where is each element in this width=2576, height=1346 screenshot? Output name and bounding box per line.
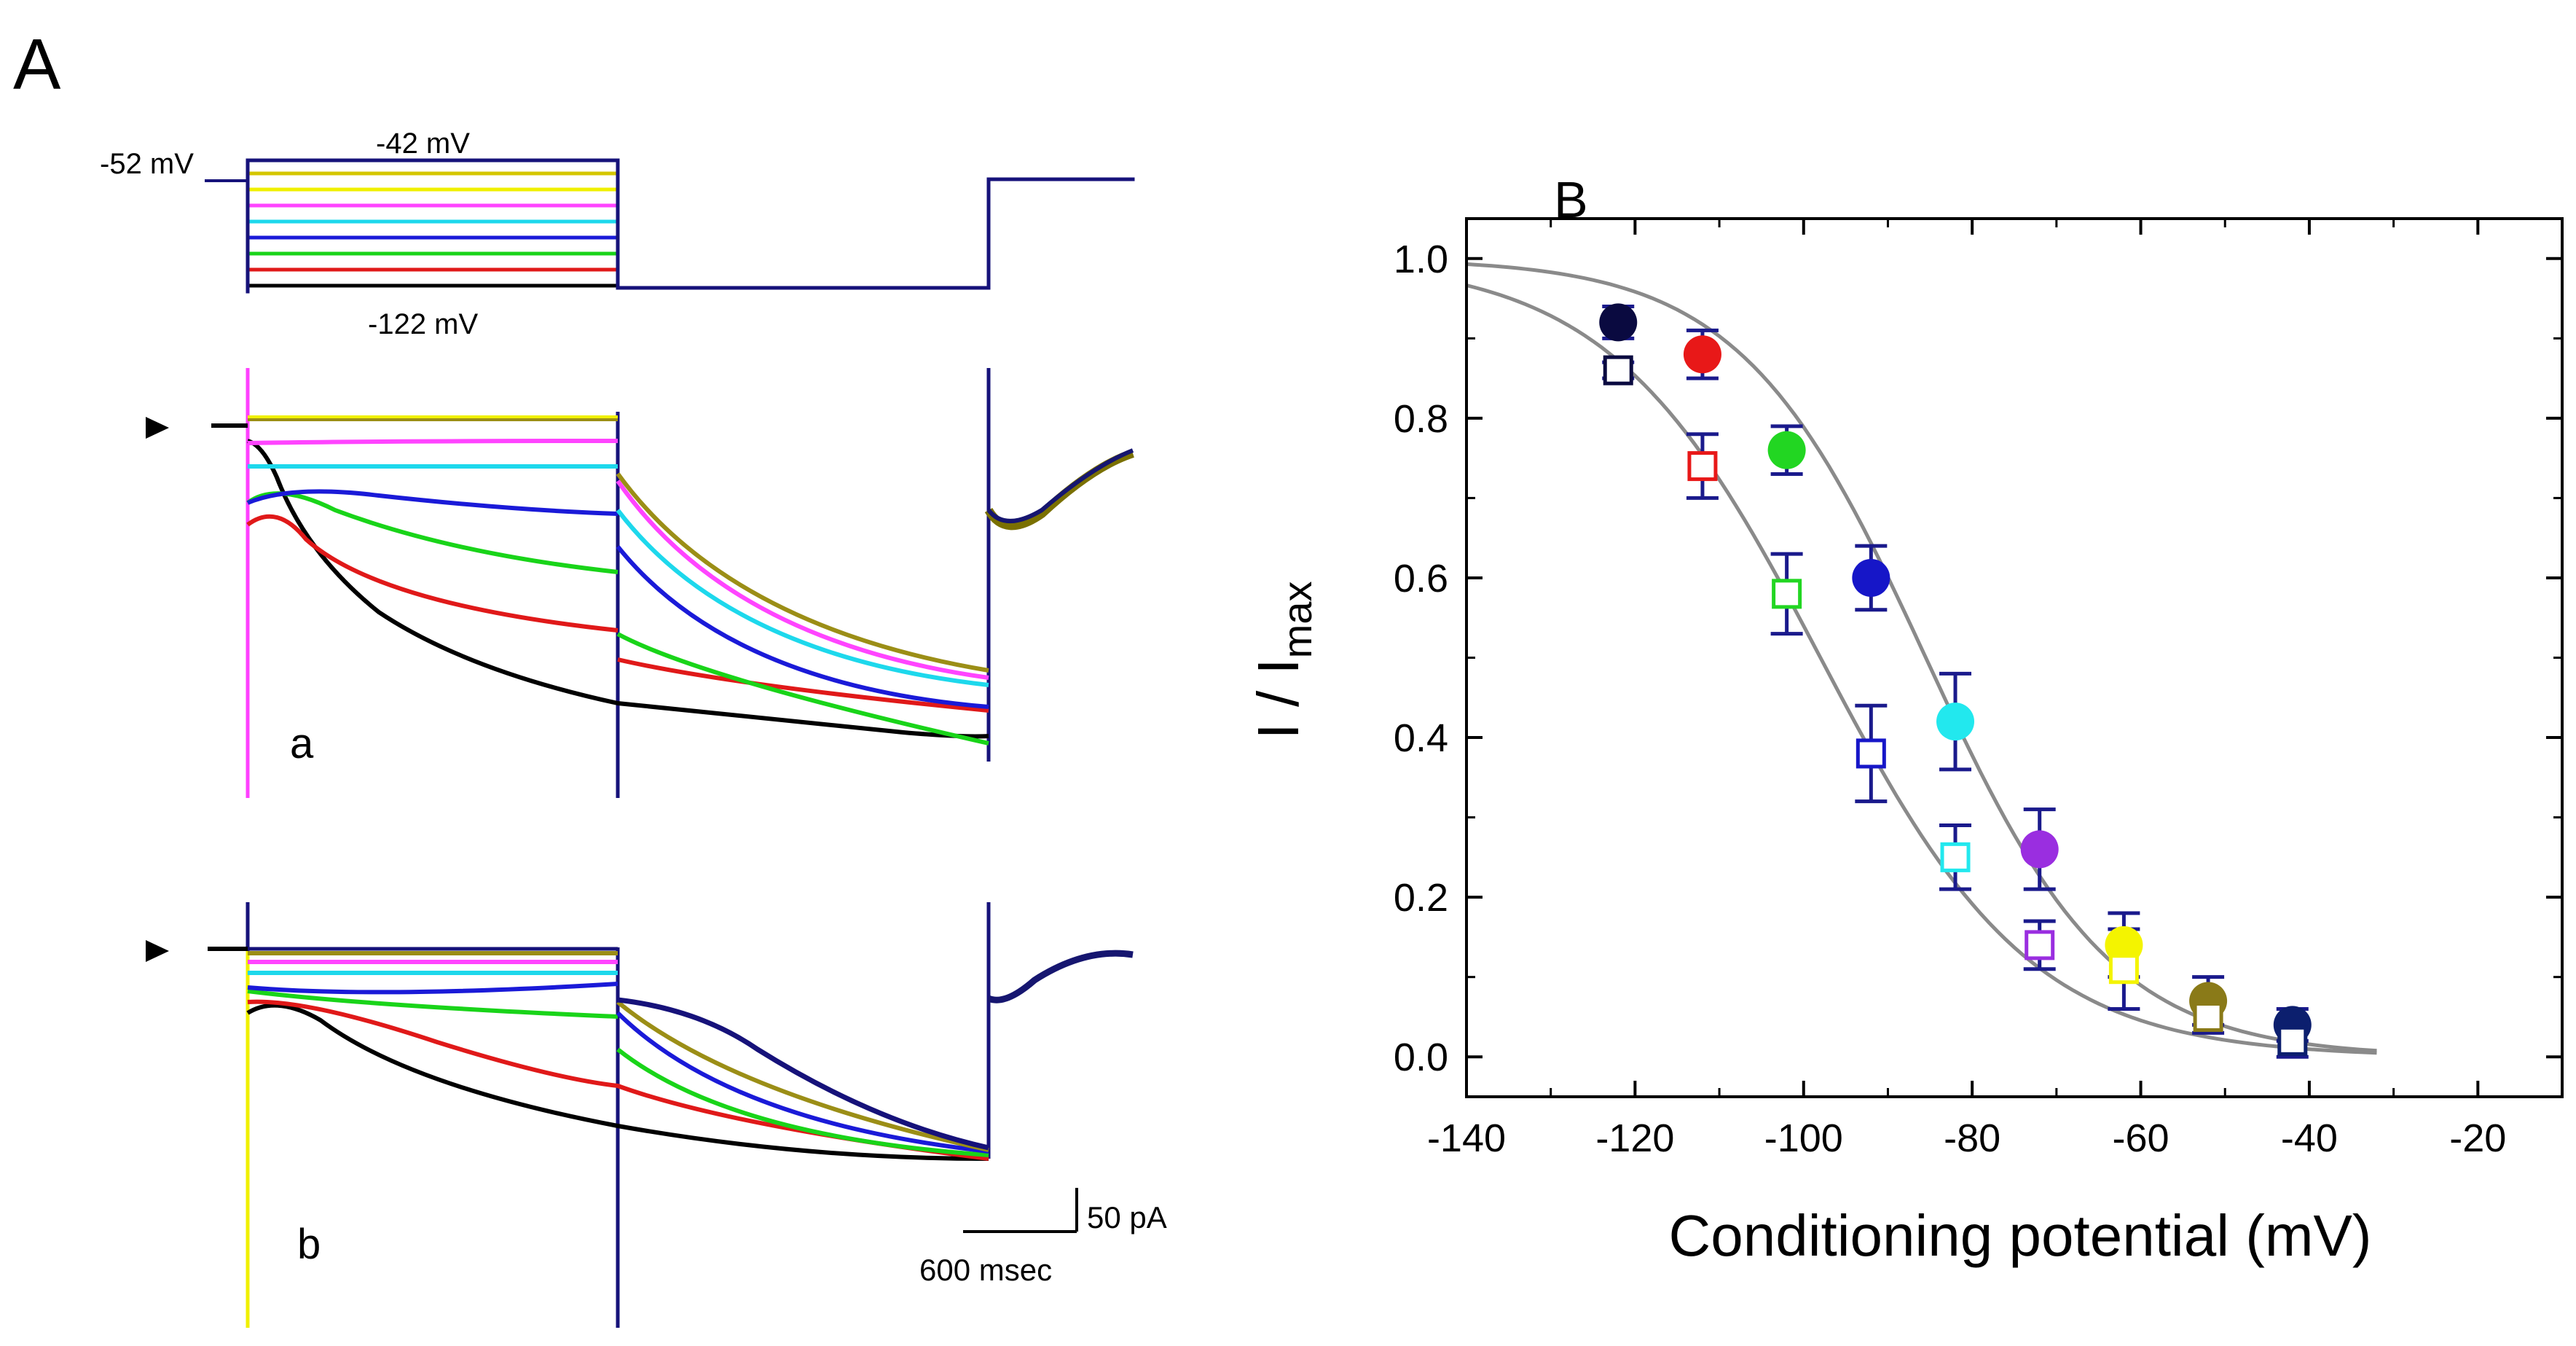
y-tick-label: 0.6 <box>1394 557 1448 600</box>
x-tick-label: -60 <box>2113 1116 2169 1160</box>
error-bars <box>1602 305 2309 1059</box>
point-treated <box>1940 842 1971 872</box>
y-tick-label: 0.4 <box>1394 716 1448 760</box>
point-treated <box>1687 451 1718 482</box>
point-control <box>2020 830 2059 869</box>
y-axis-title-main: I / I <box>1246 658 1311 739</box>
bottom-step-label: -122 mV <box>368 308 478 340</box>
point-treated <box>1603 355 1633 386</box>
scale-bar-current-label: 50 pA <box>1087 1200 1167 1235</box>
tail-current-b <box>987 950 1134 1003</box>
point-control <box>1936 703 1975 741</box>
y-tick-label: 0.8 <box>1394 397 1448 441</box>
y-axis-title: I / Imax <box>1246 582 1320 740</box>
x-tick-label: -20 <box>2449 1116 2506 1160</box>
fit-curve-treated <box>1466 283 2377 1055</box>
inactivation-chart: -140 -120 -100 -80 -60 -40 -20 0.0 0.2 0.4 0.6 0.8… <box>1394 217 2564 1160</box>
y-tick-label: 0.2 <box>1394 876 1448 920</box>
point-treated <box>2277 1025 2308 1056</box>
x-axis-title: Conditioning potential (mV) <box>1669 1203 2372 1268</box>
fit-curve-control <box>1466 262 2377 1053</box>
trace-b-label: b <box>297 1221 321 1268</box>
point-control <box>1599 303 1638 342</box>
top-step-label: -42 mV <box>376 128 470 160</box>
tail-current-a-blue <box>986 448 1134 523</box>
point-treated <box>1772 579 1802 609</box>
point-treated <box>2108 954 2139 985</box>
baseline-arrow-b <box>146 940 169 962</box>
protocol-steps <box>246 171 620 288</box>
x-tick-label: -40 <box>2281 1116 2338 1160</box>
trace-a-blue <box>246 489 989 709</box>
trace-b-green <box>247 989 989 1157</box>
trace-b-black <box>246 1003 989 1161</box>
plot-frame <box>1465 217 2564 1098</box>
holding-potential-label: -52 mV <box>100 148 194 180</box>
trace-b-blue <box>247 982 989 1154</box>
point-treated <box>1856 738 1886 769</box>
current-traces-b <box>146 902 1134 1328</box>
point-control <box>1767 431 1806 469</box>
data-markers <box>1599 303 2312 1056</box>
svg-text:I / Imax: I / Imax <box>1246 582 1320 740</box>
x-tick-label: -140 <box>1427 1116 1506 1160</box>
trace-a-olive <box>248 417 989 673</box>
point-control <box>1683 335 1721 374</box>
y-axis-title-sub: max <box>1274 582 1320 659</box>
fit-curves <box>1466 262 2377 1055</box>
x-axis: -140 -120 -100 -80 -60 -40 -20 <box>1427 219 2506 1160</box>
voltage-protocol <box>205 158 1135 294</box>
trace-a-black <box>247 439 989 739</box>
trace-a-red <box>246 514 989 713</box>
tail-current-a <box>984 449 1134 531</box>
x-tick-label: -100 <box>1764 1116 1843 1160</box>
trace-b-olive <box>248 951 989 1152</box>
trace-a-cyan <box>247 463 989 687</box>
scale-bar <box>963 1188 1078 1233</box>
point-treated <box>2025 930 2055 960</box>
scale-bar-time-label: 600 msec <box>919 1253 1052 1287</box>
y-axis: 0.0 0.2 0.4 0.6 0.8 1.0 <box>1394 238 2562 1079</box>
trace-a-magenta <box>247 439 989 680</box>
y-tick-label: 1.0 <box>1394 238 1448 281</box>
trace-b-navy <box>617 997 989 1151</box>
point-treated <box>2193 1001 2223 1032</box>
y-tick-label: 0.0 <box>1394 1036 1448 1079</box>
current-traces-a <box>146 368 1134 798</box>
x-tick-label: -80 <box>1944 1116 2000 1160</box>
panel-a-label: A <box>13 24 61 104</box>
trace-a-label: a <box>290 720 314 767</box>
point-control <box>1852 558 1890 597</box>
x-tick-label: -120 <box>1595 1116 1674 1160</box>
baseline-arrow-a <box>146 417 169 439</box>
